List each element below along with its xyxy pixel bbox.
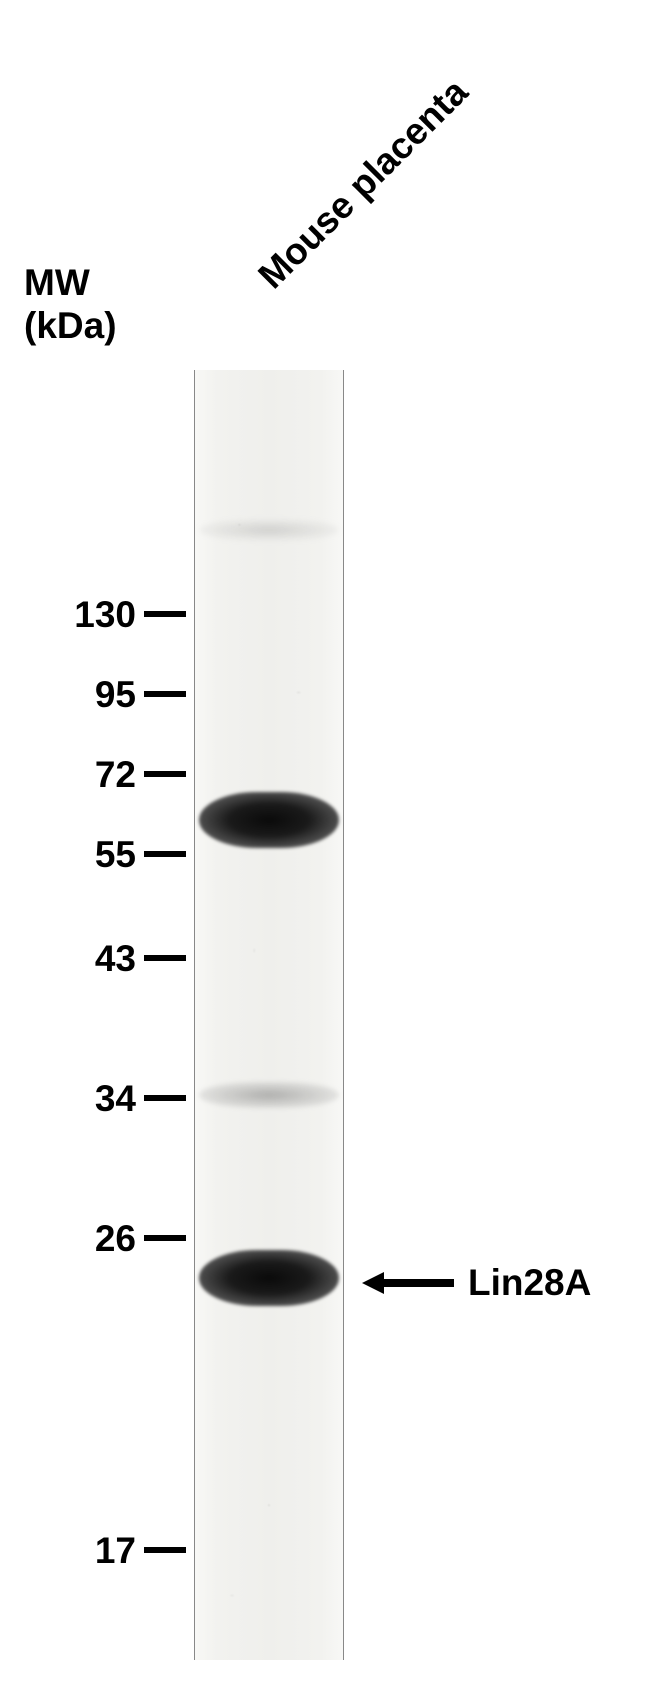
mw-tick-mark <box>144 771 186 777</box>
band-lin28a <box>199 1250 338 1306</box>
band-top-faint <box>199 520 338 540</box>
mw-line1: MW <box>24 262 117 305</box>
mw-tick-label: 17 <box>56 1530 136 1572</box>
lin28a-annotation: Lin28A <box>362 1262 591 1304</box>
mw-tick-label: 55 <box>56 834 136 876</box>
mw-tick-mark <box>144 691 186 697</box>
western-blot-figure: Mouse placenta MW (kDa) 130 95 72 55 43 34 26 1… <box>0 0 650 1704</box>
mw-tick-label: 72 <box>56 754 136 796</box>
band-upper-dark <box>199 792 338 848</box>
band-mid-faint <box>199 1082 338 1108</box>
mw-tick-mark <box>144 851 186 857</box>
mw-tick-label: 130 <box>56 594 136 636</box>
mw-tick-mark <box>144 955 186 961</box>
mw-tick-label: 26 <box>56 1218 136 1260</box>
mw-tick-label: 34 <box>56 1078 136 1120</box>
mw-axis-title: MW (kDa) <box>24 262 117 347</box>
mw-tick-mark <box>144 1547 186 1553</box>
mw-tick-label: 95 <box>56 674 136 716</box>
mw-tick-mark <box>144 1235 186 1241</box>
annotation-label: Lin28A <box>468 1262 591 1304</box>
mw-tick-label: 43 <box>56 938 136 980</box>
arrow-head-icon <box>362 1272 384 1294</box>
mw-line2: (kDa) <box>24 305 117 348</box>
lane-label: Mouse placenta <box>250 71 476 297</box>
mw-tick-mark <box>144 1095 186 1101</box>
arrow-shaft <box>384 1279 454 1287</box>
mw-tick-mark <box>144 611 186 617</box>
blot-lane <box>194 370 344 1660</box>
